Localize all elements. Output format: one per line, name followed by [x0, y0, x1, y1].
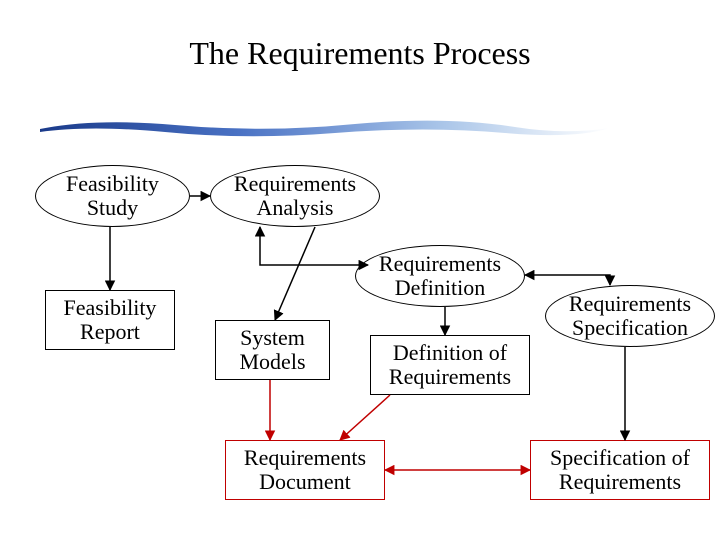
node-defOfReq: Definition ofRequirements — [370, 335, 530, 395]
node-feasStudy: FeasibilityStudy — [35, 165, 190, 227]
node-reqAnalysis: RequirementsAnalysis — [210, 165, 380, 227]
arrow-defOfReq_bl-reqDoc_top2 — [340, 395, 390, 440]
node-feasReport: FeasibilityReport — [45, 290, 175, 350]
arrow-reqAnalysis_bot2-sysModels_top — [275, 227, 315, 320]
arrow-reqAnalysis_bot-reqDef_tl — [260, 227, 368, 265]
brush-divider — [35, 115, 615, 141]
node-reqSpec: RequirementsSpecification — [545, 285, 715, 347]
node-reqDoc: RequirementsDocument — [225, 440, 385, 500]
node-sysModels: SystemModels — [215, 320, 330, 380]
node-reqDef: RequirementsDefinition — [355, 245, 525, 307]
page-title: The Requirements Process — [0, 35, 720, 72]
node-specOfReq: Specification ofRequirements — [530, 440, 710, 500]
arrow-reqDef_right-reqSpec_top — [525, 275, 610, 285]
